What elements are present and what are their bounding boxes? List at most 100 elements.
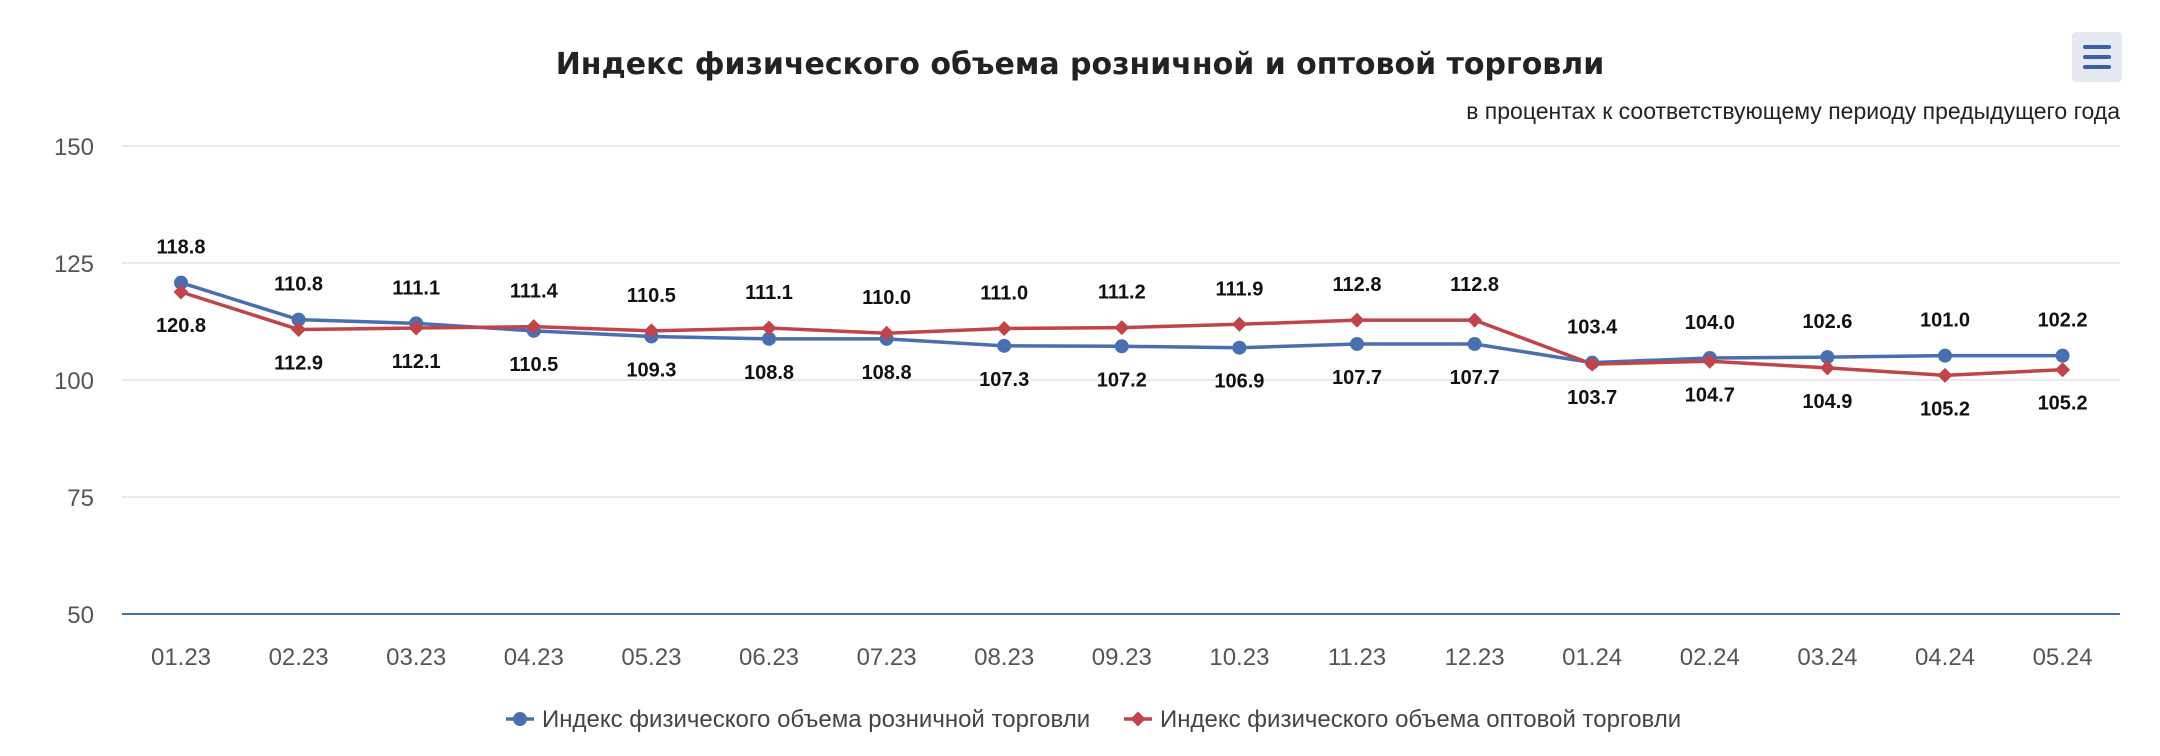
data-label: 107.7 — [1450, 367, 1500, 389]
data-label: 112.1 — [392, 351, 441, 373]
data-point — [1232, 340, 1247, 355]
data-label: 111.2 — [1098, 282, 1146, 304]
data-label: 110.8 — [274, 274, 323, 296]
data-point — [1937, 367, 1953, 383]
data-label: 112.9 — [274, 352, 323, 374]
data-point — [291, 321, 307, 337]
data-label: 104.0 — [1685, 312, 1735, 334]
data-point — [173, 284, 189, 300]
y-axis: 150 125 100 75 50 — [54, 134, 94, 629]
data-label: 108.8 — [744, 362, 794, 384]
data-point — [1820, 350, 1835, 365]
x-tick-label: 11.23 — [1328, 644, 1386, 671]
x-tick-label: 04.23 — [504, 644, 564, 671]
chart-subtitle: в процентах к соответствующему периоду п… — [1466, 98, 2120, 124]
legend-label: Индекс физического объема розничной торг… — [542, 706, 1090, 733]
hamburger-menu-icon — [2083, 45, 2111, 49]
data-point — [291, 312, 306, 327]
x-axis: 01.23 02.23 03.23 04.23 05.23 06.23 07.23 08.23… — [151, 644, 2093, 671]
data-label: 107.2 — [1097, 369, 1147, 391]
chart-menu-button[interactable] — [2072, 32, 2122, 82]
data-label: 110.0 — [862, 287, 911, 309]
y-tick-label: 125 — [54, 251, 94, 278]
data-point — [761, 320, 777, 336]
data-label: 110.5 — [509, 354, 558, 376]
legend-label: Индекс физического объема оптовой торгов… — [1160, 706, 1681, 733]
hamburger-menu-icon-bar — [2083, 55, 2111, 59]
data-point — [1114, 320, 1130, 336]
y-tick-label: 100 — [54, 368, 94, 395]
data-label: 108.8 — [862, 362, 912, 384]
data-label: 102.6 — [1802, 311, 1852, 333]
legend-item[interactable]: Индекс физического объема оптовой торгов… — [1124, 706, 1681, 733]
y-tick-label: 50 — [67, 602, 94, 629]
data-point — [1114, 339, 1129, 354]
data-point — [1819, 360, 1835, 376]
x-tick-label: 03.24 — [1797, 644, 1857, 671]
data-point — [1702, 353, 1718, 369]
data-label: 105.2 — [1920, 398, 1970, 420]
data-point — [526, 319, 542, 335]
data-point — [762, 331, 776, 346]
data-label: 111.1 — [392, 277, 440, 299]
data-label: 104.9 — [1802, 391, 1852, 413]
data-label: 105.2 — [2038, 393, 2088, 415]
x-tick-label: 05.23 — [621, 644, 681, 671]
x-tick-label: 02.23 — [269, 644, 329, 671]
x-tick-label: 07.23 — [857, 644, 917, 671]
grid — [122, 145, 2120, 615]
data-label: 118.8 — [157, 237, 206, 259]
data-point — [1938, 348, 1952, 363]
data-label: 111.1 — [745, 282, 793, 304]
x-tick-label: 08.23 — [974, 644, 1034, 671]
data-point — [174, 275, 188, 290]
x-tick-label: 05.24 — [2033, 644, 2093, 671]
data-label: 104.7 — [1685, 384, 1735, 406]
x-tick-label: 02.24 — [1680, 644, 1740, 671]
legend-marker — [513, 712, 527, 726]
y-tick-label: 150 — [54, 134, 94, 161]
data-label: 107.3 — [979, 369, 1029, 391]
data-label: 102.2 — [2038, 310, 2088, 332]
data-point — [2055, 348, 2070, 363]
x-tick-label: 06.23 — [739, 644, 799, 671]
series-layer — [173, 275, 2071, 383]
data-label: 112.8 — [1333, 274, 1382, 296]
data-point — [1467, 336, 1482, 351]
x-tick-label: 01.23 — [151, 644, 211, 671]
legend[interactable]: Индекс физического объема розничной торг… — [506, 706, 1681, 733]
legend-marker — [1130, 711, 1146, 727]
data-point — [996, 321, 1012, 337]
data-point — [1231, 316, 1247, 332]
chart-title: Индекс физического объема розничной и оп… — [556, 47, 1605, 82]
data-label: 111.9 — [1215, 278, 1263, 300]
data-label: 111.4 — [510, 281, 559, 303]
data-label: 109.3 — [626, 359, 676, 381]
data-label: 112.8 — [1450, 274, 1499, 296]
data-label: 103.7 — [1567, 387, 1617, 409]
data-point — [879, 325, 895, 341]
hamburger-menu-icon-bar — [2083, 65, 2111, 69]
data-point — [643, 323, 659, 339]
x-tick-label: 09.23 — [1092, 644, 1152, 671]
data-labels: 118.8 120.8 110.8 112.9 111.1 112.1 111.4 110.5… — [156, 237, 2088, 421]
data-point — [1349, 312, 1365, 328]
data-point — [408, 320, 424, 336]
data-point — [1350, 336, 1364, 351]
x-tick-label: 04.24 — [1915, 644, 1975, 671]
x-tick-label: 01.24 — [1562, 644, 1622, 671]
data-label: 107.7 — [1332, 367, 1382, 389]
x-tick-label: 12.23 — [1445, 644, 1505, 671]
data-point — [1467, 312, 1483, 328]
data-label: 106.9 — [1214, 371, 1264, 393]
data-label: 110.5 — [627, 285, 676, 307]
data-label: 101.0 — [1920, 310, 1970, 332]
data-label: 111.0 — [980, 283, 1028, 305]
data-label: 120.8 — [156, 315, 206, 337]
data-label: 103.4 — [1567, 317, 1618, 339]
x-tick-label: 10.23 — [1209, 644, 1269, 671]
x-tick-label: 03.23 — [386, 644, 446, 671]
legend-item[interactable]: Индекс физического объема розничной торг… — [506, 706, 1090, 733]
data-point — [1584, 356, 1600, 372]
